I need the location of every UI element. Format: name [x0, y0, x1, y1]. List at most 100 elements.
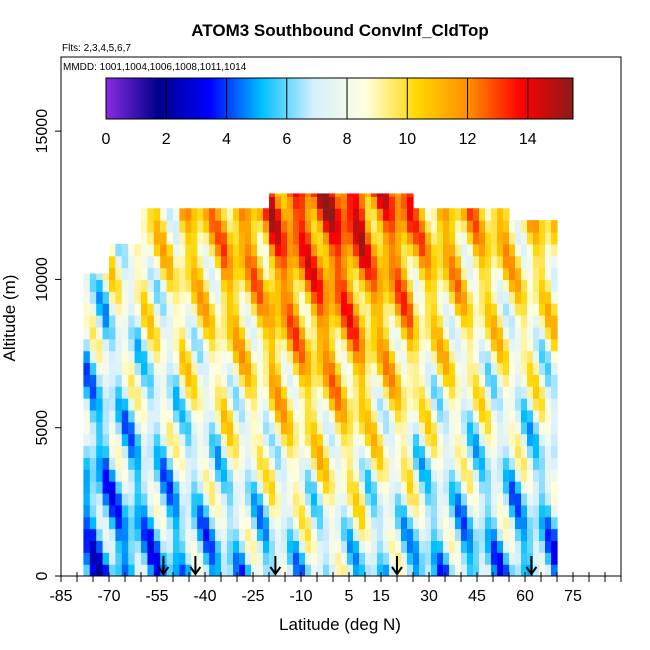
heatmap-cell: [395, 421, 402, 435]
heatmap-cell: [335, 303, 342, 316]
heatmap-cell: [96, 457, 104, 470]
heatmap-cell: [287, 255, 294, 269]
heatmap-cell: [257, 504, 264, 518]
heatmap-cell: [359, 374, 366, 387]
heatmap-cell: [83, 374, 91, 387]
heatmap-cell: [221, 279, 228, 292]
heatmap-cell: [115, 386, 123, 399]
heatmap-cell: [341, 243, 348, 257]
heatmap-cell: [353, 409, 360, 423]
heatmap-cell: [431, 469, 438, 482]
heatmap-cell: [215, 481, 222, 494]
heatmap-cell: [365, 291, 372, 304]
heatmap-cell: [335, 386, 342, 399]
heatmap-cell: [221, 326, 228, 340]
heatmap-cell: [533, 552, 540, 565]
heatmap-cell: [527, 552, 534, 565]
heatmap-cell: [497, 481, 504, 494]
heatmap-cell: [287, 457, 294, 470]
heatmap-cell: [383, 315, 390, 328]
heatmap-cell: [533, 445, 540, 458]
heatmap-cell: [89, 564, 97, 576]
heatmap-cell: [467, 564, 474, 576]
heatmap-cell: [89, 469, 97, 482]
heatmap-cell: [485, 279, 492, 292]
heatmap-cell: [134, 338, 142, 352]
heatmap-cell: [437, 374, 444, 387]
heatmap-cell: [431, 220, 438, 233]
heatmap-cell: [455, 338, 462, 352]
heatmap-cell: [473, 315, 480, 328]
heatmap-cell: [461, 326, 468, 340]
heatmap-cell: [115, 540, 123, 553]
heatmap-cell: [245, 409, 252, 423]
heatmap-cell: [395, 220, 402, 233]
heatmap-cell: [419, 386, 426, 399]
heatmap-cell: [227, 457, 234, 470]
heatmap-cell: [365, 255, 372, 269]
heatmap-cell: [287, 208, 294, 221]
heatmap-cell: [461, 267, 468, 281]
heatmap-cell: [185, 291, 192, 304]
heatmap-cell: [323, 528, 330, 542]
heatmap-cell: [545, 350, 552, 364]
heatmap-cell: [533, 564, 540, 576]
heatmap-cell: [281, 326, 288, 340]
heatmap-cell: [407, 469, 414, 482]
heatmap-cell: [419, 409, 426, 423]
heatmap-cell: [197, 421, 204, 435]
heatmap-cell: [115, 552, 123, 565]
heatmap-cell: [461, 504, 468, 518]
heatmap-cell: [359, 433, 366, 447]
heatmap-cell: [147, 386, 155, 399]
heatmap-cell: [96, 445, 104, 458]
heatmap-cell: [545, 516, 552, 530]
heatmap-cell: [257, 231, 264, 245]
heatmap-cell: [437, 398, 444, 411]
heatmap-cell: [455, 552, 462, 565]
heatmap-cell: [443, 315, 450, 328]
heatmap-cell: [317, 291, 324, 304]
heatmap-cell: [281, 243, 288, 257]
heatmap-cell: [467, 433, 474, 447]
heatmap-cell: [153, 326, 161, 340]
heatmap-cell: [449, 255, 456, 269]
heatmap-cell: [317, 220, 324, 233]
heatmap-cell: [389, 193, 396, 197]
heatmap-cell: [121, 279, 129, 292]
heatmap-cell: [515, 231, 522, 245]
heatmap-cell: [365, 516, 372, 530]
heatmap-cell: [485, 398, 492, 411]
heatmap-cell: [179, 338, 186, 352]
heatmap-cell: [371, 208, 378, 221]
heatmap-cell: [479, 552, 486, 565]
heatmap-cell: [153, 315, 161, 328]
heatmap-cell: [479, 516, 486, 530]
heatmap-cell: [191, 492, 198, 506]
heatmap-cell: [431, 457, 438, 470]
heatmap-cell: [227, 528, 234, 542]
heatmap-cell: [179, 208, 186, 221]
heatmap-cell: [473, 386, 480, 399]
heatmap-cell: [389, 433, 396, 447]
heatmap-cell: [461, 421, 468, 435]
heatmap-cell: [311, 303, 318, 316]
heatmap-cell: [545, 362, 552, 375]
heatmap-cell: [473, 362, 480, 375]
heatmap-cell: [109, 564, 116, 576]
heatmap-cell: [263, 409, 270, 423]
heatmap-cell: [239, 350, 246, 364]
heatmap-cell: [160, 445, 168, 458]
heatmap-cell: [383, 196, 390, 209]
heatmap-cells: [83, 193, 558, 576]
heatmap-cell: [215, 326, 222, 340]
heatmap-cell: [533, 231, 540, 245]
heatmap-cell: [401, 398, 408, 411]
heatmap-cell: [401, 231, 408, 245]
heatmap-cell: [521, 528, 528, 542]
heatmap-cell: [166, 409, 174, 423]
heatmap-cell: [473, 303, 480, 316]
heatmap-cell: [497, 243, 504, 257]
heatmap-cell: [401, 564, 408, 576]
heatmap-cell: [389, 196, 396, 209]
